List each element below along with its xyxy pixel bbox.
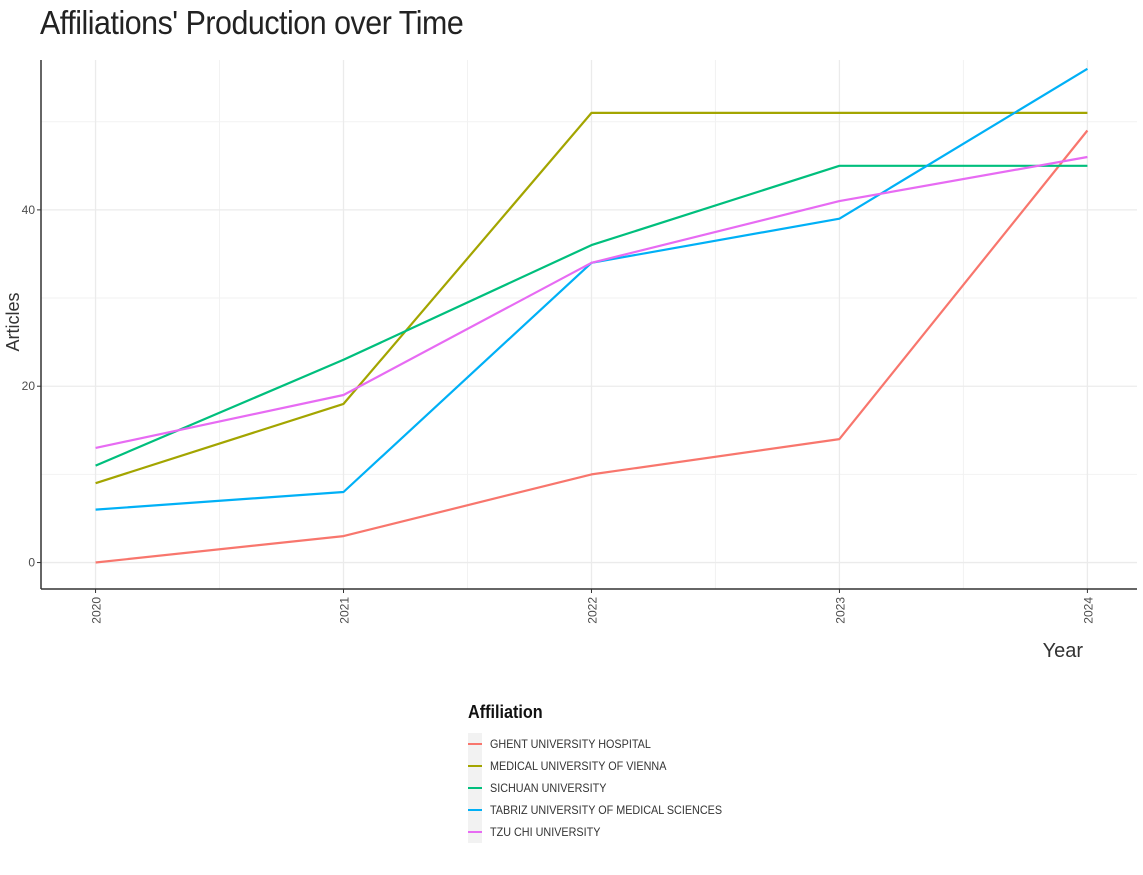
x-tick-label: 2022	[585, 597, 599, 624]
series-line-4	[95, 155, 1088, 449]
x-tick-label: 2024	[1081, 597, 1095, 624]
x-tick-label: 2020	[90, 597, 104, 624]
legend-label: TZU CHI UNIVERSITY	[490, 825, 601, 839]
x-tick-label: 2023	[833, 597, 847, 624]
x-tick-label: 2021	[338, 597, 352, 624]
legend-label: SICHUAN UNIVERSITY	[490, 781, 607, 795]
grid-lines	[41, 60, 1137, 589]
legend: Affiliation GHENT UNIVERSITY HOSPITAL MED…	[468, 702, 748, 843]
legend-label: GHENT UNIVERSITY HOSPITAL	[490, 737, 651, 751]
legend-label: MEDICAL UNIVERSITY OF VIENNA	[490, 759, 667, 773]
series-line-1	[95, 111, 1088, 485]
series-lines	[95, 67, 1089, 564]
legend-swatch	[468, 743, 482, 745]
legend-key	[468, 733, 482, 755]
series-line-0	[95, 129, 1089, 564]
axes	[37, 60, 1137, 593]
tick-labels: 0 20 40 2020 2021 2022 2023 2024	[22, 203, 1096, 624]
legend-item: GHENT UNIVERSITY HOSPITAL	[468, 733, 748, 755]
legend-item: TABRIZ UNIVERSITY OF MEDICAL SCIENCES	[468, 799, 748, 821]
legend-item: MEDICAL UNIVERSITY OF VIENNA	[468, 755, 748, 777]
x-axis-title: Year	[1043, 640, 1084, 662]
legend-swatch	[468, 831, 482, 833]
legend-label: TABRIZ UNIVERSITY OF MEDICAL SCIENCES	[490, 803, 723, 817]
y-tick-label: 20	[22, 379, 36, 393]
legend-item: TZU CHI UNIVERSITY	[468, 821, 748, 843]
y-axis-title: Articles	[3, 292, 23, 351]
legend-item: SICHUAN UNIVERSITY	[468, 777, 748, 799]
legend-key	[468, 799, 482, 821]
chart-title: Affiliations' Production over Time	[40, 4, 464, 41]
legend-swatch	[468, 765, 482, 767]
legend-title: Affiliation	[468, 702, 543, 722]
legend-key	[468, 821, 482, 843]
y-tick-label: 40	[22, 203, 36, 217]
legend-key	[468, 777, 482, 799]
series-line-2	[95, 164, 1088, 467]
legend-swatch	[468, 809, 482, 811]
legend-swatch	[468, 787, 482, 789]
legend-key	[468, 755, 482, 777]
legend-items: GHENT UNIVERSITY HOSPITAL MEDICAL UNIVERS…	[468, 733, 748, 843]
y-tick-label: 0	[28, 556, 35, 570]
